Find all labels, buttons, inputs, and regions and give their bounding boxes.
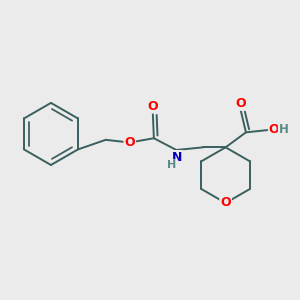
Text: O: O: [220, 196, 231, 209]
Text: O: O: [148, 100, 158, 112]
Text: O: O: [268, 123, 279, 136]
Text: O: O: [235, 97, 246, 110]
Text: H: H: [167, 160, 177, 170]
Text: N: N: [172, 151, 183, 164]
Text: H: H: [278, 123, 288, 136]
Text: O: O: [124, 136, 135, 149]
